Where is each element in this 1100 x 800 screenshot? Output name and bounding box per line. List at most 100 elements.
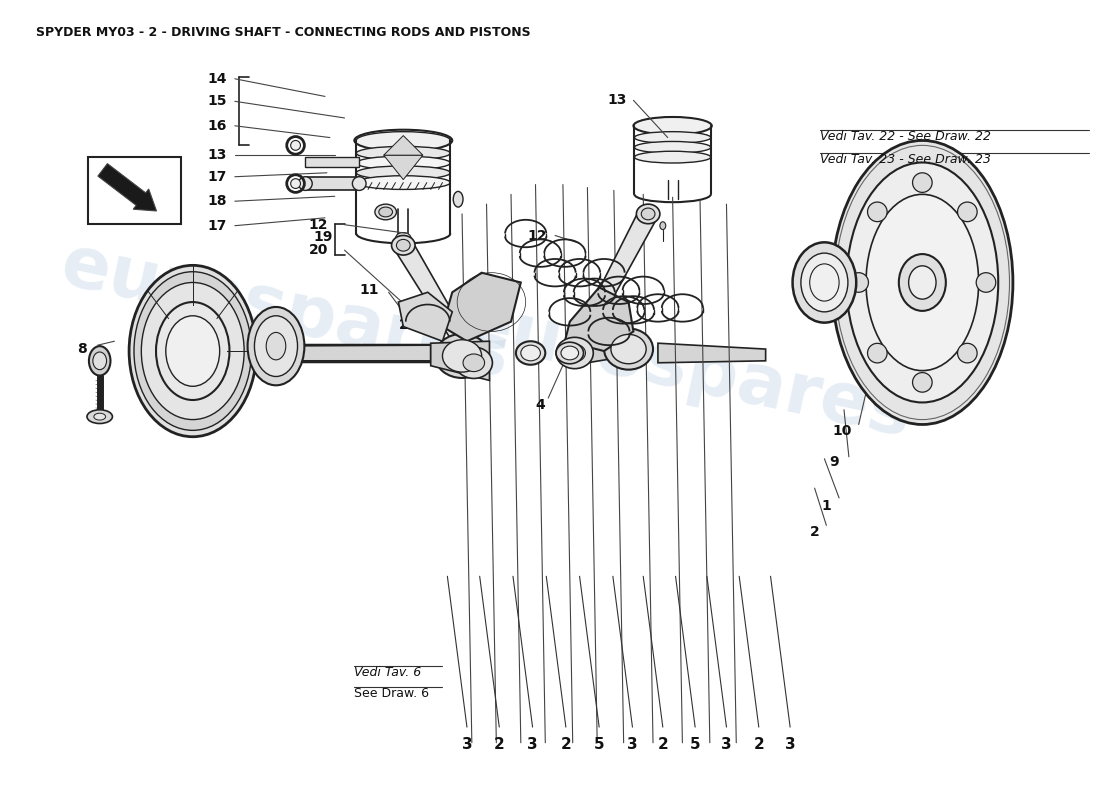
Ellipse shape — [134, 272, 252, 430]
Text: 13: 13 — [607, 94, 627, 107]
Polygon shape — [442, 273, 520, 342]
Text: 19: 19 — [314, 230, 332, 245]
Ellipse shape — [866, 194, 979, 370]
Text: 7: 7 — [162, 339, 172, 353]
Text: 14: 14 — [208, 72, 227, 86]
Text: 6: 6 — [216, 335, 225, 350]
Text: 16: 16 — [208, 118, 227, 133]
Ellipse shape — [793, 242, 856, 322]
Ellipse shape — [660, 222, 666, 230]
Ellipse shape — [89, 346, 110, 375]
Ellipse shape — [453, 191, 463, 207]
Ellipse shape — [849, 273, 869, 292]
Ellipse shape — [356, 166, 450, 180]
Ellipse shape — [637, 204, 660, 224]
Ellipse shape — [561, 346, 579, 360]
Polygon shape — [236, 345, 431, 361]
Text: 11: 11 — [360, 283, 378, 298]
Ellipse shape — [832, 141, 1013, 425]
Ellipse shape — [356, 146, 450, 160]
Ellipse shape — [976, 273, 996, 292]
Ellipse shape — [298, 177, 312, 190]
Ellipse shape — [958, 343, 977, 363]
Ellipse shape — [899, 254, 946, 311]
Ellipse shape — [455, 347, 493, 378]
Ellipse shape — [442, 340, 482, 372]
Ellipse shape — [635, 151, 711, 163]
Text: 18: 18 — [208, 194, 227, 208]
Ellipse shape — [557, 342, 583, 364]
Ellipse shape — [94, 414, 106, 420]
Text: 17: 17 — [208, 170, 227, 184]
Text: 12: 12 — [528, 230, 547, 243]
Ellipse shape — [564, 344, 585, 362]
Bar — [306, 157, 360, 167]
Ellipse shape — [356, 176, 450, 190]
Ellipse shape — [909, 266, 936, 299]
Text: See Draw. 6: See Draw. 6 — [354, 687, 429, 700]
Ellipse shape — [352, 177, 366, 190]
Text: 21: 21 — [398, 318, 418, 331]
Text: Vedi Tav. 22 - See Draw. 22: Vedi Tav. 22 - See Draw. 22 — [820, 130, 990, 142]
Ellipse shape — [641, 208, 654, 220]
Text: 15: 15 — [208, 94, 227, 108]
Text: Vedi Tav. 23 - See Draw. 23: Vedi Tav. 23 - See Draw. 23 — [820, 154, 990, 166]
Text: 12: 12 — [308, 218, 328, 232]
Text: 2: 2 — [561, 738, 571, 752]
Ellipse shape — [266, 333, 286, 360]
Ellipse shape — [846, 162, 998, 402]
Text: 3: 3 — [627, 738, 638, 752]
Text: 5: 5 — [690, 738, 701, 752]
Text: 20: 20 — [308, 243, 328, 257]
Ellipse shape — [378, 207, 393, 217]
Polygon shape — [658, 343, 766, 362]
Polygon shape — [569, 210, 657, 356]
Ellipse shape — [354, 130, 452, 151]
Text: 4: 4 — [536, 398, 546, 412]
Polygon shape — [398, 292, 452, 342]
Ellipse shape — [913, 173, 932, 192]
Ellipse shape — [635, 142, 711, 154]
Ellipse shape — [92, 352, 107, 370]
Ellipse shape — [635, 132, 711, 143]
Ellipse shape — [396, 239, 410, 251]
Ellipse shape — [610, 334, 646, 364]
Ellipse shape — [604, 329, 653, 370]
Polygon shape — [431, 342, 490, 381]
Text: 10: 10 — [833, 424, 851, 438]
Text: 3: 3 — [462, 738, 472, 752]
Text: 3: 3 — [784, 738, 795, 752]
Text: 2: 2 — [658, 738, 668, 752]
Text: 8: 8 — [77, 342, 87, 356]
Text: 9: 9 — [829, 454, 839, 469]
Text: 2: 2 — [754, 738, 764, 752]
Ellipse shape — [87, 410, 112, 423]
Text: 2: 2 — [494, 738, 505, 752]
Text: SPYDER MY03 - 2 - DRIVING SHAFT - CONNECTING RODS AND PISTONS: SPYDER MY03 - 2 - DRIVING SHAFT - CONNEC… — [36, 26, 530, 39]
Bar — [88, 157, 182, 224]
Text: eurospares: eurospares — [456, 290, 917, 452]
Text: 1: 1 — [822, 498, 832, 513]
Bar — [306, 177, 360, 190]
Polygon shape — [570, 339, 628, 366]
Ellipse shape — [557, 338, 593, 369]
Ellipse shape — [436, 334, 490, 378]
Text: 3: 3 — [527, 738, 538, 752]
Ellipse shape — [248, 307, 305, 386]
Ellipse shape — [156, 302, 230, 400]
Ellipse shape — [396, 233, 411, 244]
Text: eurospares: eurospares — [55, 230, 516, 393]
Ellipse shape — [810, 264, 839, 301]
Ellipse shape — [129, 266, 256, 437]
Ellipse shape — [290, 178, 300, 189]
Ellipse shape — [958, 202, 977, 222]
Ellipse shape — [516, 342, 546, 365]
Text: 3: 3 — [722, 738, 732, 752]
Ellipse shape — [913, 373, 932, 392]
Ellipse shape — [868, 343, 887, 363]
Polygon shape — [384, 155, 422, 180]
Polygon shape — [565, 287, 634, 351]
Text: 17: 17 — [208, 218, 227, 233]
Text: Vedi Tav. 6: Vedi Tav. 6 — [354, 666, 421, 679]
Ellipse shape — [392, 235, 415, 255]
